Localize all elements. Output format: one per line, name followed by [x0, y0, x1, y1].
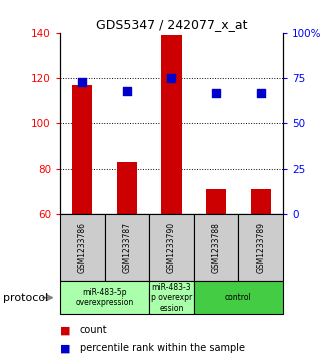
Text: protocol: protocol: [3, 293, 49, 303]
Text: miR-483-3
p overexpr
ession: miR-483-3 p overexpr ession: [151, 283, 192, 313]
Point: [258, 90, 263, 95]
Text: ■: ■: [60, 325, 71, 335]
FancyBboxPatch shape: [60, 281, 149, 314]
Bar: [206, 189, 226, 214]
FancyBboxPatch shape: [149, 281, 194, 314]
FancyBboxPatch shape: [194, 281, 283, 314]
Point: [169, 75, 174, 81]
Point: [124, 88, 130, 94]
Text: GSM1233788: GSM1233788: [211, 222, 221, 273]
Text: control: control: [225, 293, 252, 302]
Text: count: count: [80, 325, 108, 335]
Point: [80, 79, 85, 85]
FancyBboxPatch shape: [60, 214, 105, 281]
FancyBboxPatch shape: [105, 214, 149, 281]
Text: GSM1233787: GSM1233787: [122, 222, 132, 273]
Text: percentile rank within the sample: percentile rank within the sample: [80, 343, 245, 354]
Bar: [251, 189, 271, 214]
Text: GSM1233790: GSM1233790: [167, 222, 176, 273]
Bar: [72, 85, 92, 214]
Bar: [162, 35, 181, 214]
Point: [213, 90, 219, 95]
Text: GSM1233789: GSM1233789: [256, 222, 265, 273]
Title: GDS5347 / 242077_x_at: GDS5347 / 242077_x_at: [96, 19, 247, 32]
Text: ■: ■: [60, 343, 71, 354]
Bar: [117, 162, 137, 214]
Text: GSM1233786: GSM1233786: [78, 222, 87, 273]
FancyBboxPatch shape: [238, 214, 283, 281]
Text: miR-483-5p
overexpression: miR-483-5p overexpression: [76, 288, 134, 307]
FancyBboxPatch shape: [149, 214, 194, 281]
FancyBboxPatch shape: [194, 214, 238, 281]
